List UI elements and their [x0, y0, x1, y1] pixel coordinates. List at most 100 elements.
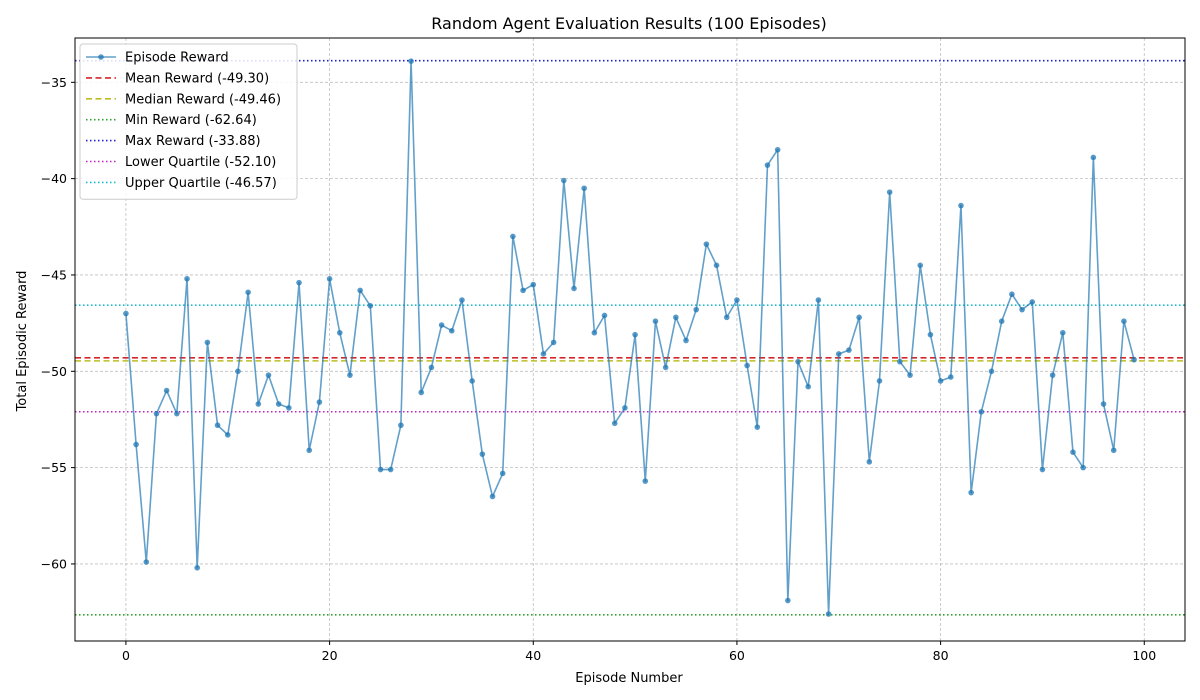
data-point: [275, 401, 282, 407]
data-point: [286, 405, 292, 411]
data-point: [927, 331, 934, 338]
legend-label: Median Reward (-49.46): [125, 92, 281, 107]
x-tick-label: 60: [729, 648, 745, 663]
legend-label: Mean Reward (-49.30): [125, 71, 269, 86]
data-point: [214, 422, 221, 429]
data-point: [540, 351, 547, 357]
data-point: [530, 281, 537, 288]
data-point: [703, 241, 710, 247]
data-point: [428, 364, 435, 371]
data-point: [673, 314, 679, 321]
data-point: [683, 337, 689, 344]
data-point: [1009, 291, 1015, 298]
data-point: [825, 611, 832, 617]
data-point: [1029, 299, 1036, 305]
data-point: [693, 306, 699, 313]
data-point: [591, 329, 598, 336]
data-point: [408, 58, 414, 64]
ticks: 0 20 40 60 80 100 −60 −55 −50 −45 −40 −35: [41, 75, 1157, 663]
data-point: [1090, 154, 1097, 161]
data-point: [571, 285, 577, 292]
data-point: [978, 408, 985, 415]
x-axis-label: Episode Number: [575, 671, 683, 686]
data-point: [764, 162, 771, 168]
legend-label: Max Reward (-33.88): [125, 134, 261, 149]
data-point: [174, 410, 180, 417]
legend-marker: [98, 54, 104, 60]
data-point: [581, 185, 587, 192]
data-point: [357, 287, 363, 294]
data-point: [377, 466, 384, 473]
data-point: [1070, 449, 1076, 456]
data-point: [1080, 464, 1086, 471]
data-point: [143, 559, 150, 565]
data-point: [194, 564, 201, 571]
data-point: [306, 447, 313, 454]
data-point: [662, 364, 669, 371]
data-point: [611, 420, 618, 427]
legend-label: Upper Quartile (-46.57): [125, 176, 277, 191]
data-point: [947, 374, 954, 380]
data-point: [805, 383, 812, 390]
data-point: [123, 310, 129, 317]
data-point: [846, 347, 852, 353]
data-point: [652, 318, 659, 324]
chart-title: Random Agent Evaluation Results (100 Epi…: [431, 14, 826, 33]
data-point: [988, 368, 995, 375]
data-point: [387, 466, 394, 473]
data-point: [153, 410, 160, 417]
data-point: [723, 314, 730, 321]
y-tick-label: −55: [41, 460, 67, 475]
data-point: [184, 276, 190, 282]
y-tick-label: −50: [41, 364, 67, 379]
data-point: [1039, 466, 1046, 473]
data-point: [204, 339, 211, 346]
data-point: [1019, 306, 1025, 313]
legend-label: Min Reward (-62.64): [125, 113, 257, 128]
data-point: [224, 432, 231, 438]
data-point: [835, 351, 842, 357]
data-point: [866, 459, 873, 465]
legend-label: Episode Reward: [125, 51, 229, 66]
x-tick-label: 80: [933, 648, 949, 663]
x-tick-label: 0: [122, 648, 130, 663]
data-point: [550, 339, 557, 346]
data-point: [1100, 401, 1107, 407]
data-point: [734, 297, 740, 303]
data-point: [326, 276, 333, 282]
data-point: [795, 358, 801, 365]
series: [123, 58, 1137, 617]
data-point: [876, 378, 883, 384]
data-point: [316, 399, 323, 405]
y-tick-label: −45: [41, 267, 67, 282]
data-point: [744, 362, 750, 369]
data-point: [622, 405, 628, 411]
data-point: [785, 597, 791, 604]
legend-label: Lower Quartile (-52.10): [125, 155, 276, 170]
y-tick-label: −35: [41, 75, 67, 90]
plot-frame: [74, 37, 1186, 642]
data-point: [459, 297, 465, 303]
data-point: [489, 493, 496, 500]
data-point: [163, 387, 170, 394]
legend: Episode Reward Mean Reward (-49.30) Median…: [79, 43, 298, 200]
x-tick-label: 100: [1132, 648, 1156, 663]
data-point: [296, 279, 302, 286]
data-point: [265, 372, 272, 378]
data-point: [438, 322, 445, 328]
data-point: [255, 401, 262, 407]
data-point: [448, 328, 455, 334]
data-point: [774, 146, 781, 153]
data-point: [917, 262, 924, 269]
data-point: [520, 287, 526, 294]
legend-box: [79, 43, 298, 200]
data-point: [1110, 447, 1117, 454]
data-point: [469, 378, 475, 384]
data-point: [398, 422, 404, 429]
x-tick-label: 40: [525, 648, 541, 663]
data-point: [347, 372, 353, 378]
data-point: [245, 289, 251, 296]
data-point: [897, 358, 903, 365]
data-point: [235, 368, 241, 375]
data-point: [815, 297, 822, 303]
